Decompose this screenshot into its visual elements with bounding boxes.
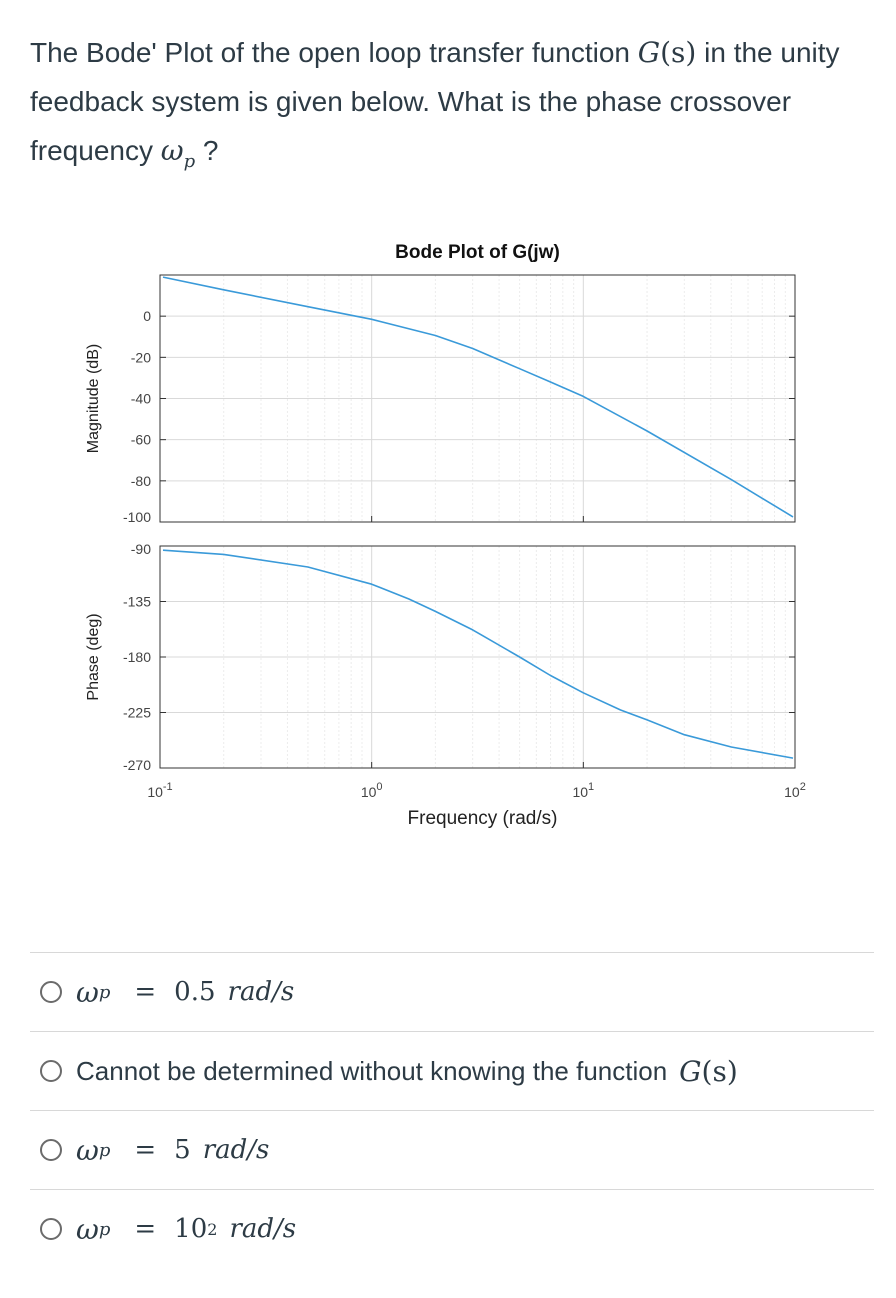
option-2-value: 5 bbox=[174, 1135, 191, 1165]
transfer-function-symbol: G bbox=[637, 36, 661, 69]
plot-frame bbox=[159, 545, 796, 769]
option-3-subscript: p bbox=[98, 1218, 111, 1240]
transfer-function-arg: (s) bbox=[660, 36, 697, 69]
radio-button-1[interactable] bbox=[40, 1060, 62, 1082]
option-3-unit: rad/s bbox=[229, 1214, 297, 1244]
plot-frame bbox=[159, 274, 796, 523]
phase-curve bbox=[162, 549, 794, 759]
question-part-1: The Bode' Plot of the open loop transfer… bbox=[30, 37, 638, 68]
chart-title: Bode Plot of G(jw) bbox=[395, 242, 560, 263]
y-tick-label: 0 bbox=[143, 308, 151, 324]
x-tick-label: 100 bbox=[361, 781, 383, 800]
y-tick-label: -270 bbox=[123, 757, 151, 773]
x-tick-label: 10-1 bbox=[147, 781, 172, 800]
y-tick-label: -20 bbox=[131, 349, 151, 365]
y-tick-label: -40 bbox=[131, 391, 151, 407]
omega-subscript: p bbox=[183, 151, 196, 172]
x-tick-label: 102 bbox=[784, 781, 806, 800]
option-2-equals: = bbox=[134, 1135, 157, 1165]
x-axis-label: Frequency (rad/s) bbox=[408, 808, 558, 829]
option-0-unit: rad/s bbox=[227, 977, 295, 1007]
option-1[interactable]: Cannot be determined without knowing the… bbox=[30, 1031, 874, 1110]
option-1-g-symbol: G bbox=[679, 1054, 702, 1088]
radio-button-3[interactable] bbox=[40, 1218, 62, 1240]
panel-phase: -90 -135 -180 -225 -270 Phase (deg) 10-1 100 101… bbox=[85, 541, 806, 829]
bode-plot: Bode Plot of G(jw) 0 -20 -40 -60 -80 -100 Magni… bbox=[85, 242, 806, 829]
y-tick-label: -180 bbox=[123, 649, 151, 665]
option-3-equals: = bbox=[134, 1214, 157, 1244]
omega-symbol: ω bbox=[160, 134, 184, 167]
option-3-omega: ω bbox=[76, 1212, 99, 1246]
question-text: The Bode' Plot of the open loop transfer… bbox=[30, 28, 880, 186]
y-tick-label: -225 bbox=[123, 705, 151, 721]
option-2-unit: rad/s bbox=[202, 1135, 270, 1165]
y-tick-label: -80 bbox=[131, 473, 151, 489]
radio-button-2[interactable] bbox=[40, 1139, 62, 1161]
option-2-omega: ω bbox=[76, 1133, 99, 1167]
y-tick-label: -100 bbox=[123, 509, 151, 525]
option-0-equals: = bbox=[134, 977, 157, 1007]
radio-button-0[interactable] bbox=[40, 981, 62, 1003]
option-0-omega: ω bbox=[76, 975, 99, 1009]
y-tick-label: -60 bbox=[131, 432, 151, 448]
y-tick-label: -90 bbox=[131, 541, 151, 557]
magnitude-curve bbox=[162, 276, 794, 518]
option-3-value: 10 bbox=[174, 1214, 208, 1244]
option-2-subscript: p bbox=[98, 1139, 111, 1161]
x-tick-label: 101 bbox=[572, 781, 594, 800]
option-0-value: 0.5 bbox=[174, 977, 216, 1007]
option-1-g-arg: (s) bbox=[701, 1054, 738, 1088]
y-axis-label: Phase (deg) bbox=[85, 613, 102, 700]
question-part-2: in the unity feedback system is given be… bbox=[30, 37, 840, 166]
y-axis-label: Magnitude (dB) bbox=[85, 344, 102, 453]
panel-magnitude: 0 -20 -40 -60 -80 -100 Magnitude (dB) bbox=[85, 274, 796, 525]
option-3-exponent: 2 bbox=[207, 1219, 218, 1239]
option-0-subscript: p bbox=[98, 981, 111, 1003]
option-1-text: Cannot be determined without knowing the… bbox=[76, 1055, 668, 1086]
y-tick-label: -135 bbox=[123, 594, 151, 610]
question-part-3: ? bbox=[195, 135, 219, 166]
